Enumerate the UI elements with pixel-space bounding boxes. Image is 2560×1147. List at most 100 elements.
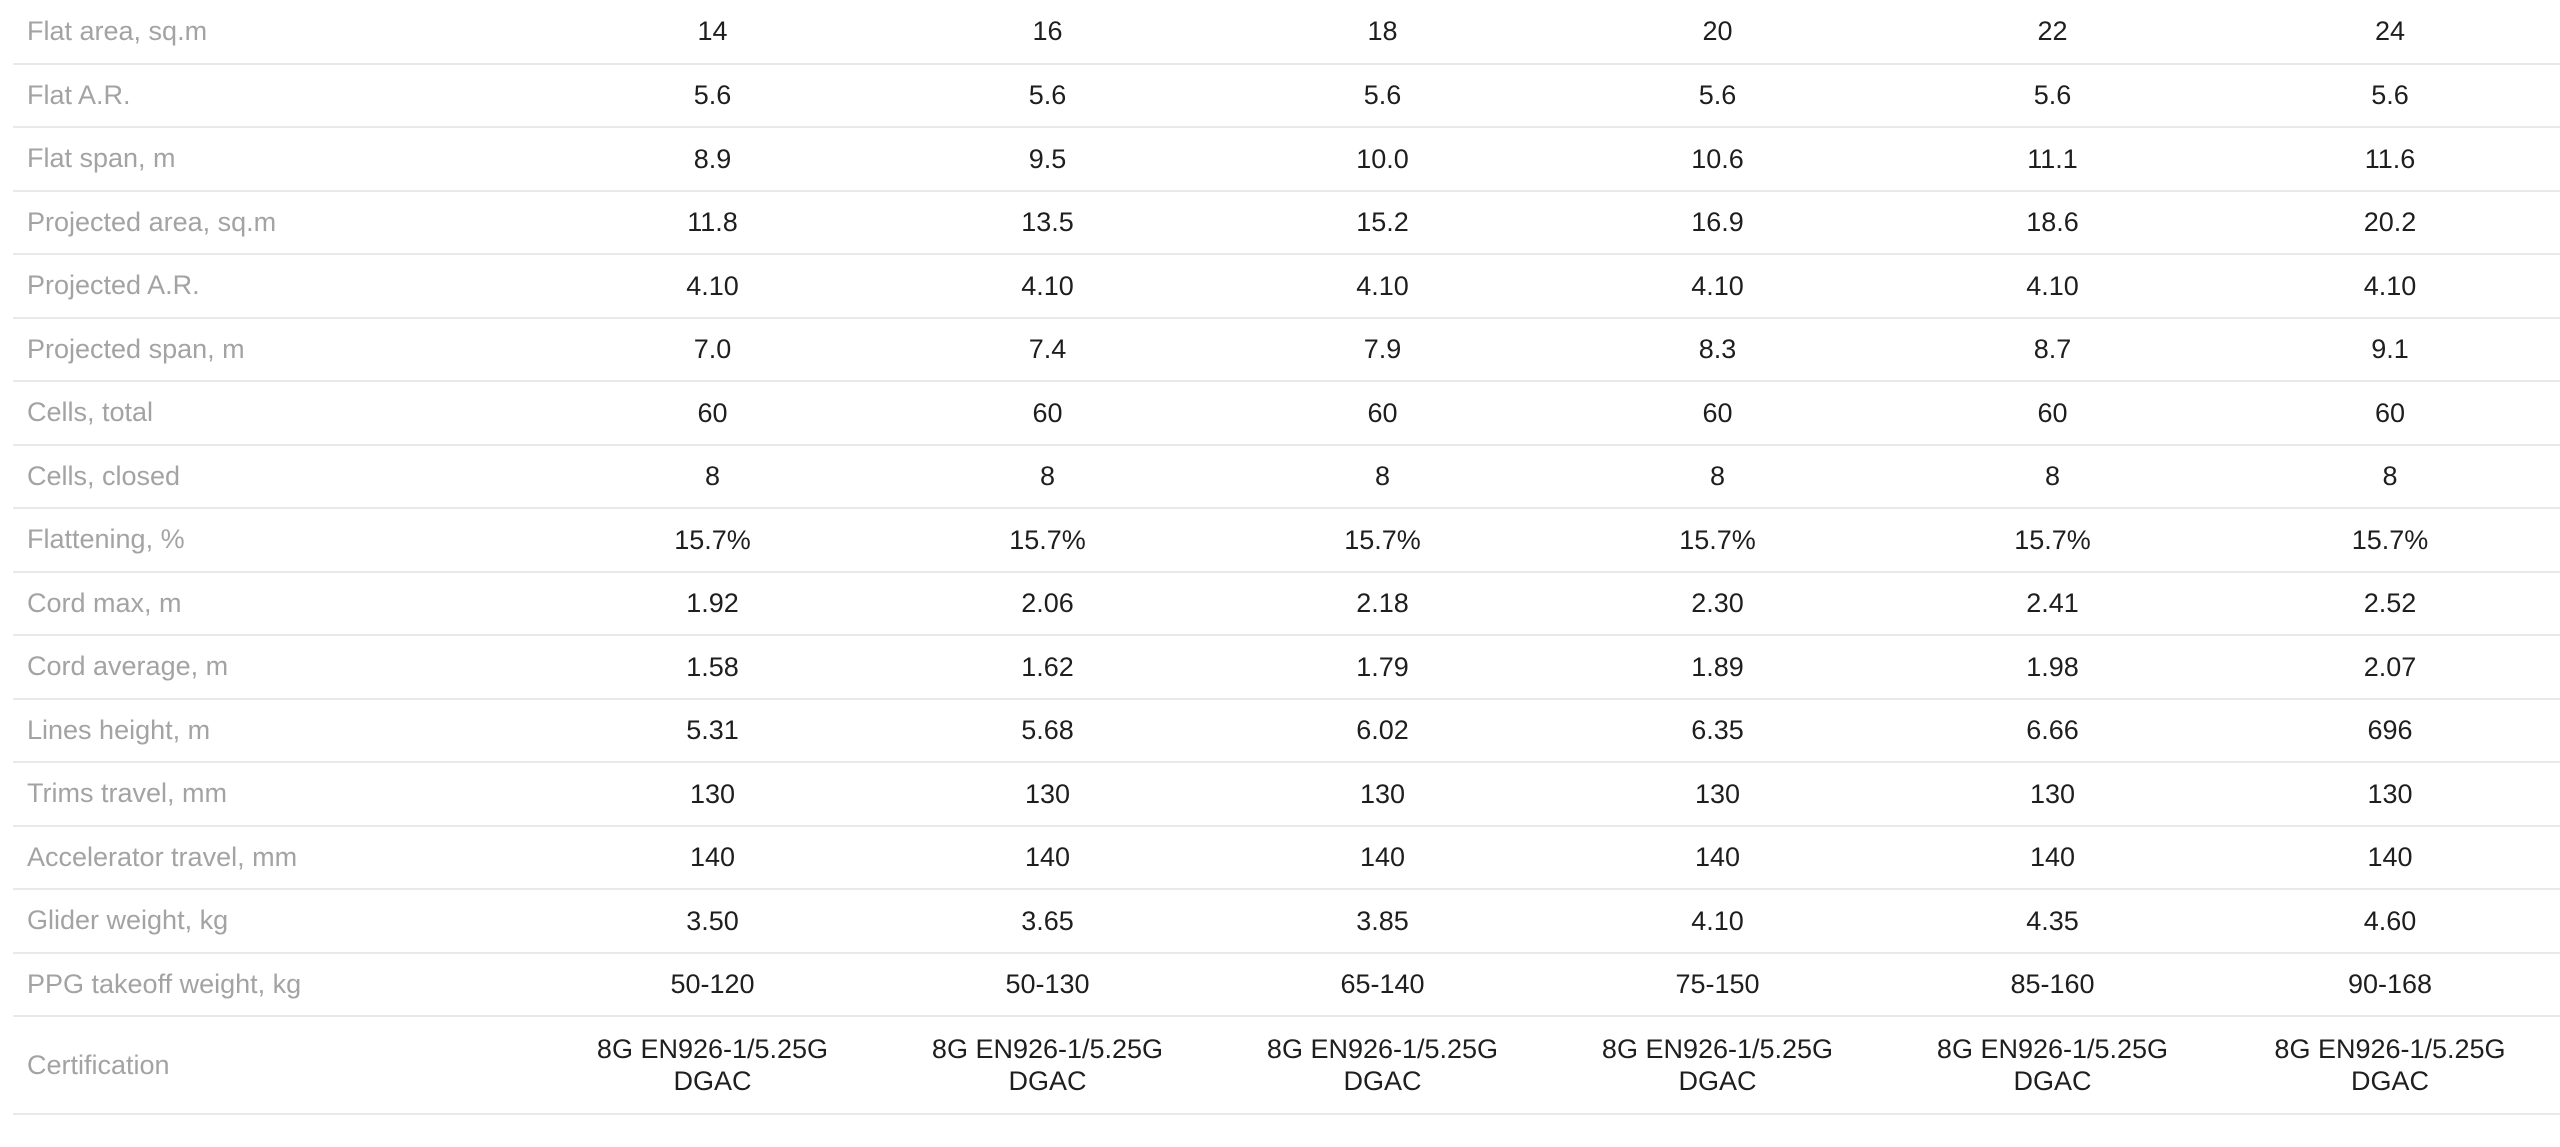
table-cell: 8 (2220, 444, 2560, 509)
row-label: Cord max, m (13, 571, 545, 636)
row-label: Cells, total (13, 381, 545, 446)
table-cell: 10.0 (1215, 127, 1550, 192)
table-cell: 60 (1215, 381, 1550, 446)
table-cell: 11.6 (2220, 127, 2560, 192)
table-cell: 130 (1550, 762, 1885, 827)
row-label: Accelerator travel, mm (13, 825, 545, 890)
table-cell: 140 (1215, 825, 1550, 890)
table-cell: 5.68 (880, 698, 1215, 763)
certification-authority: DGAC (1678, 1066, 1757, 1096)
table-cell: 16.9 (1550, 190, 1885, 255)
table-row: Flat area, sq.m 14 16 18 20 22 24 (13, 0, 2560, 65)
row-label: Cells, closed (13, 444, 545, 509)
table-cell: 4.35 (1885, 889, 2220, 954)
table-cell: 140 (2220, 825, 2560, 890)
table-row: Accelerator travel, mm 140 140 140 140 140 140 (13, 825, 2560, 890)
table-cell: 2.41 (1885, 571, 2220, 636)
table-cell: 4.10 (1550, 889, 1885, 954)
table-cell: 5.6 (1215, 63, 1550, 128)
table-row: Flattening, % 15.7% 15.7% 15.7% 15.7% 15.7% 15… (13, 508, 2560, 573)
row-label: Certification (13, 1016, 545, 1115)
table-row: Projected area, sq.m 11.8 13.5 15.2 16.9 18.6… (13, 190, 2560, 255)
table-cell: 140 (545, 825, 880, 890)
table-cell: 18.6 (1885, 190, 2220, 255)
table-cell: 60 (1885, 381, 2220, 446)
table-cell: 7.4 (880, 317, 1215, 382)
table-cell: 140 (1885, 825, 2220, 890)
table-cell: 8 (880, 444, 1215, 509)
table-cell: 130 (545, 762, 880, 827)
table-row: Projected span, m 7.0 7.4 7.9 8.3 8.7 9.1 (13, 317, 2560, 382)
table-row: Flat A.R. 5.6 5.6 5.6 5.6 5.6 5.6 (13, 63, 2560, 128)
certification-cell: 8G EN926-1/5.25G DGAC (1885, 1016, 2220, 1115)
row-label: Projected area, sq.m (13, 190, 545, 255)
table-cell: 4.60 (2220, 889, 2560, 954)
table-cell: 130 (2220, 762, 2560, 827)
table-cell: 2.07 (2220, 635, 2560, 700)
certification-standard: 8G EN926-1/5.25G (2274, 1034, 2506, 1064)
certification-authority: DGAC (1008, 1066, 1087, 1096)
table-row: Glider weight, kg 3.50 3.65 3.85 4.10 4.35 4.6… (13, 889, 2560, 954)
table-cell: 11.1 (1885, 127, 2220, 192)
certification-standard: 8G EN926-1/5.25G (596, 1034, 829, 1064)
table-row: Certification 8G EN926-1/5.25G DGAC 8G EN92… (13, 1016, 2560, 1115)
table-cell: 11.8 (545, 190, 880, 255)
row-label: Glider weight, kg (13, 889, 545, 954)
certification-cell: 8G EN926-1/5.25G DGAC (1550, 1016, 1885, 1115)
certification-authority: DGAC (2350, 1066, 2429, 1096)
table-cell: 65-140 (1215, 952, 1550, 1017)
table-cell: 7.0 (545, 317, 880, 382)
table-cell: 75-150 (1550, 952, 1885, 1017)
table-cell: 8 (545, 444, 880, 509)
table-cell: 140 (880, 825, 1215, 890)
table-row: Flat span, m 8.9 9.5 10.0 10.6 11.1 11.6 (13, 127, 2560, 192)
table-cell: 18 (1215, 0, 1550, 65)
table-cell: 15.7% (880, 508, 1215, 573)
row-label: Flat span, m (13, 127, 545, 192)
table-row: PPG takeoff weight, kg 50-120 50-130 65-140… (13, 952, 2560, 1017)
table-cell: 6.35 (1550, 698, 1885, 763)
table-cell: 20.2 (2220, 190, 2560, 255)
table-cell: 1.58 (545, 635, 880, 700)
table-cell: 3.65 (880, 889, 1215, 954)
table-cell: 6.66 (1885, 698, 2220, 763)
table-row: Lines height, m 5.31 5.68 6.02 6.35 6.66 696 (13, 698, 2560, 763)
certification-standard: 8G EN926-1/5.25G (1601, 1034, 1834, 1064)
table-cell: 60 (1550, 381, 1885, 446)
row-label: Trims travel, mm (13, 762, 545, 827)
table-cell: 60 (545, 381, 880, 446)
table-cell: 20 (1550, 0, 1885, 65)
certification-cell: 8G EN926-1/5.25G DGAC (545, 1016, 880, 1115)
table-row: Cord max, m 1.92 2.06 2.18 2.30 2.41 2.52 (13, 571, 2560, 636)
table-cell: 10.6 (1550, 127, 1885, 192)
table-cell: 85-160 (1885, 952, 2220, 1017)
table-cell: 140 (1550, 825, 1885, 890)
table-cell: 1.98 (1885, 635, 2220, 700)
row-label: Flat A.R. (13, 63, 545, 128)
row-label: Cord average, m (13, 635, 545, 700)
row-label: Projected A.R. (13, 254, 545, 319)
table-cell: 2.30 (1550, 571, 1885, 636)
table-cell: 8 (1885, 444, 2220, 509)
table-cell: 130 (1885, 762, 2220, 827)
table-cell: 5.6 (545, 63, 880, 128)
table-cell: 3.85 (1215, 889, 1550, 954)
table-cell: 7.9 (1215, 317, 1550, 382)
table-cell: 3.50 (545, 889, 880, 954)
table-row: Cells, total 60 60 60 60 60 60 (13, 381, 2560, 446)
row-label: Flat area, sq.m (13, 0, 545, 65)
table-cell: 9.5 (880, 127, 1215, 192)
table-cell: 5.6 (880, 63, 1215, 128)
table-cell: 22 (1885, 0, 2220, 65)
table-cell: 60 (880, 381, 1215, 446)
certification-authority: DGAC (2013, 1066, 2092, 1096)
row-label: PPG takeoff weight, kg (13, 952, 545, 1017)
table-cell: 130 (880, 762, 1215, 827)
table-cell: 14 (545, 0, 880, 65)
table-cell: 5.6 (1550, 63, 1885, 128)
table-cell: 16 (880, 0, 1215, 65)
table-cell: 50-130 (880, 952, 1215, 1017)
table-cell: 1.62 (880, 635, 1215, 700)
table-cell: 1.89 (1550, 635, 1885, 700)
table-cell: 15.7% (545, 508, 880, 573)
